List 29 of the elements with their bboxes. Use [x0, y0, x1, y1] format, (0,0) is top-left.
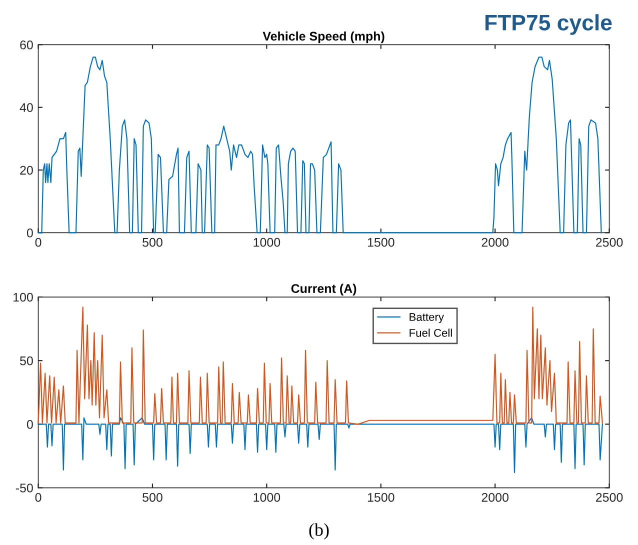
line-series: [38, 417, 603, 474]
x-tick-label: 500: [142, 492, 162, 502]
line-series: [38, 306, 603, 425]
x-tick-label: 500: [142, 238, 162, 247]
y-tick-label: 100: [14, 292, 33, 302]
y-tick-label: 0: [26, 420, 33, 429]
x-tick-label: 1000: [254, 492, 280, 502]
y-tick-label: 50: [20, 356, 33, 366]
x-tick-label: 1500: [368, 492, 394, 502]
chart-title: Current (A): [291, 284, 356, 296]
y-tick-label: 20: [20, 166, 33, 175]
legend-label: Fuel Cell: [410, 328, 452, 337]
y-tick-label: 40: [20, 103, 33, 112]
y-tick-label: 60: [20, 40, 33, 50]
x-tick-label: 0: [35, 238, 42, 247]
line-series: [38, 56, 602, 234]
x-tick-label: 0: [35, 492, 42, 502]
x-tick-label: 1000: [254, 238, 280, 247]
x-tick-label: 2500: [596, 492, 623, 502]
x-tick-label: 2000: [482, 238, 509, 247]
x-tick-label: 2500: [596, 238, 623, 247]
x-tick-label: 1500: [368, 238, 394, 247]
legend-label: Battery: [410, 313, 444, 324]
chart-title: Vehicle Speed (mph): [262, 31, 384, 44]
x-tick-label: 2000: [482, 492, 509, 502]
y-tick-label: -50: [16, 484, 33, 492]
text: FTP75 cycle: [486, 14, 612, 35]
y-tick-label: 0: [26, 228, 33, 238]
text: (b): [309, 523, 329, 540]
